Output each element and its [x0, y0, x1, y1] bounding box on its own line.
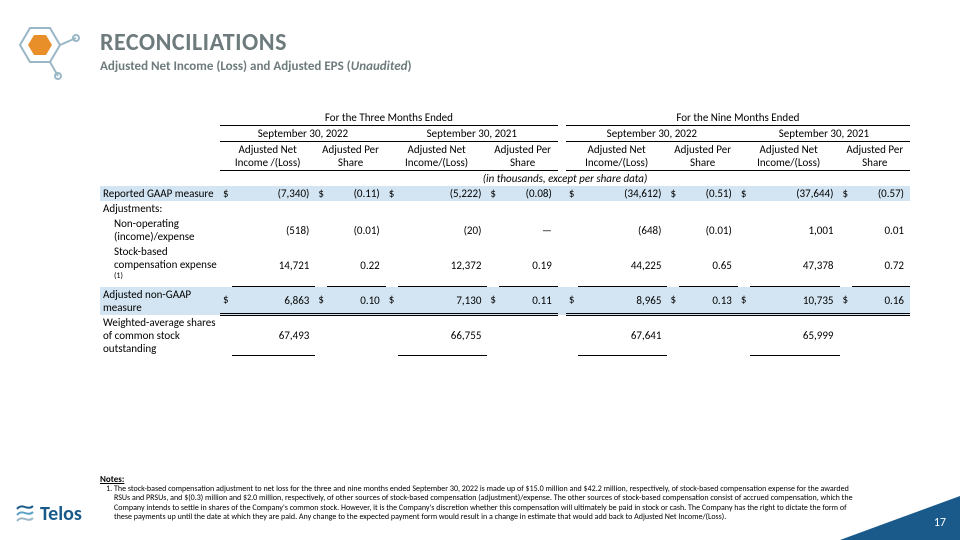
brand-text: Telos	[40, 502, 82, 526]
row-adjustments-header: Adjustments:	[100, 201, 910, 216]
page-title: RECONCILIATIONS	[100, 28, 412, 57]
row-wavg: Weighted-average shares of common stock …	[100, 315, 910, 356]
footnotes: Notes: The stock-based compensation adju…	[100, 475, 860, 522]
superheader-3mo: For the Three Months Ended	[220, 110, 558, 126]
reconciliation-table: For the Three Months Ended For the Nine …	[100, 110, 910, 356]
row-nonop: Non-operating (income)/expense (518) (0.…	[100, 216, 910, 244]
period-2: September 30, 2021	[386, 126, 558, 142]
brand-logo: Telos	[14, 502, 82, 526]
period-3: September 30, 2022	[566, 126, 738, 142]
period-4: September 30, 2021	[738, 126, 910, 142]
row-sbc: Stock-based compensation expense (1) 14,…	[100, 244, 910, 287]
table-caption: (in thousands, except per share data)	[220, 171, 910, 187]
header: RECONCILIATIONS Adjusted Net Income (Los…	[100, 28, 412, 74]
superheader-9mo: For the Nine Months Ended	[566, 110, 910, 126]
footnote-1: The stock-based compensation adjustment …	[114, 485, 860, 522]
corner-hex-logo	[10, 18, 80, 88]
page-subtitle: Adjusted Net Income (Loss) and Adjusted …	[100, 59, 412, 74]
row-gaap: Reported GAAP measure $(7,340) $(0.11) $…	[100, 186, 910, 201]
row-nongaap: Adjusted non-GAAP measure $6,863 $0.10 $…	[100, 287, 910, 315]
page-number: 17	[934, 516, 946, 530]
period-1: September 30, 2022	[220, 126, 386, 142]
brand-icon	[14, 503, 36, 525]
